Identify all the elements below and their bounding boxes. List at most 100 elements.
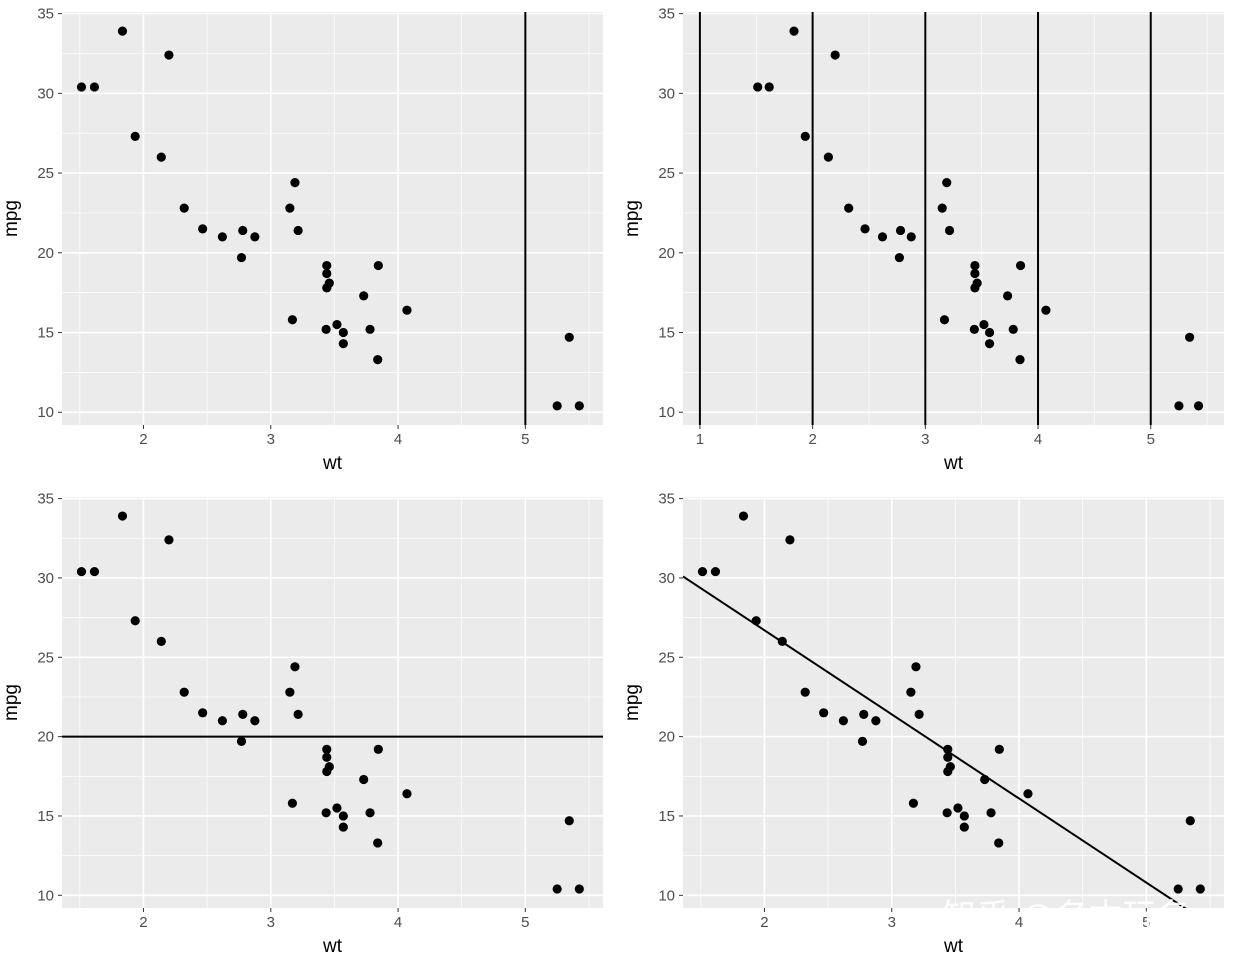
data-point bbox=[764, 82, 774, 92]
x-tick-label: 5 bbox=[1147, 431, 1155, 448]
y-tick-label: 20 bbox=[37, 245, 54, 262]
x-axis-title: wt bbox=[943, 936, 964, 957]
y-tick-label: 10 bbox=[37, 887, 54, 904]
data-point bbox=[76, 82, 87, 92]
y-tick-label: 30 bbox=[658, 85, 675, 102]
data-point bbox=[322, 752, 332, 762]
data-point bbox=[290, 178, 300, 188]
data-point bbox=[89, 82, 100, 92]
y-tick-label: 25 bbox=[37, 165, 54, 182]
y-tick-label: 30 bbox=[37, 570, 54, 587]
data-point bbox=[1185, 332, 1195, 342]
data-point bbox=[322, 766, 332, 777]
x-tick-label: 3 bbox=[267, 914, 275, 931]
data-point bbox=[365, 324, 375, 334]
data-point bbox=[789, 26, 799, 36]
data-point bbox=[156, 636, 166, 647]
y-tick-label: 35 bbox=[37, 491, 54, 508]
data-point bbox=[970, 283, 980, 293]
data-point bbox=[322, 283, 332, 293]
data-point bbox=[338, 339, 348, 349]
x-tick-label: 5 bbox=[521, 914, 529, 931]
panel-background bbox=[62, 12, 603, 425]
x-axis-title: wt bbox=[943, 453, 964, 474]
data-point bbox=[970, 268, 980, 279]
data-point bbox=[164, 535, 174, 545]
data-point bbox=[942, 808, 952, 818]
data-point bbox=[321, 808, 331, 818]
data-point bbox=[238, 709, 248, 720]
data-point bbox=[984, 339, 995, 349]
reference-lines bbox=[683, 575, 1187, 908]
data-point bbox=[338, 811, 348, 821]
data-point bbox=[860, 224, 870, 234]
y-tick-label: 35 bbox=[37, 6, 54, 23]
x-axis-title: wt bbox=[322, 453, 343, 474]
data-point bbox=[287, 315, 298, 325]
y-tick-label: 35 bbox=[658, 6, 675, 23]
data-point bbox=[984, 327, 995, 338]
data-point bbox=[1023, 789, 1033, 799]
data-point bbox=[290, 662, 300, 672]
data-point bbox=[994, 744, 1004, 754]
data-point bbox=[250, 232, 260, 242]
data-point bbox=[800, 131, 810, 141]
data-point bbox=[402, 789, 412, 799]
data-point bbox=[1041, 305, 1051, 315]
data-point bbox=[552, 401, 562, 411]
data-point bbox=[1015, 355, 1025, 365]
data-point bbox=[373, 355, 383, 365]
data-point bbox=[937, 203, 947, 213]
data-point bbox=[894, 252, 905, 263]
data-point bbox=[838, 716, 848, 726]
data-point bbox=[877, 232, 888, 242]
panel-3: 2 3 4 5 10 15 20 25 30 35 wt mpg bbox=[1, 491, 603, 957]
data-point bbox=[959, 811, 969, 821]
x-tick-label: 4 bbox=[394, 914, 402, 931]
data-point bbox=[753, 82, 763, 92]
data-point bbox=[76, 566, 87, 577]
x-tick-label: 2 bbox=[760, 914, 768, 931]
data-point bbox=[1015, 260, 1026, 271]
scatter-points bbox=[753, 26, 1204, 411]
y-tick-label: 30 bbox=[658, 570, 675, 587]
data-point bbox=[198, 224, 208, 234]
y-tick-label: 25 bbox=[658, 165, 675, 182]
data-point bbox=[857, 736, 868, 746]
scatter-points bbox=[76, 26, 584, 411]
data-point bbox=[939, 315, 950, 325]
y-tick-label: 20 bbox=[658, 729, 675, 746]
data-point bbox=[800, 687, 810, 697]
data-point bbox=[574, 401, 584, 411]
data-point bbox=[217, 232, 227, 242]
data-point bbox=[338, 327, 348, 338]
data-point bbox=[1185, 816, 1195, 826]
data-point bbox=[217, 716, 227, 726]
data-point bbox=[285, 203, 295, 213]
data-point bbox=[238, 225, 248, 236]
y-tick-label: 10 bbox=[658, 404, 675, 421]
data-point bbox=[1193, 401, 1204, 411]
data-point bbox=[179, 203, 189, 213]
data-point bbox=[574, 884, 584, 894]
data-point bbox=[871, 716, 881, 726]
data-point bbox=[994, 838, 1004, 848]
data-point bbox=[373, 838, 383, 848]
data-point bbox=[970, 260, 980, 271]
data-point bbox=[373, 744, 383, 754]
x-tick-label: 3 bbox=[921, 431, 929, 448]
y-tick-label: 30 bbox=[37, 85, 54, 102]
data-point bbox=[823, 152, 833, 162]
y-axis-title: mpg bbox=[622, 200, 643, 237]
data-point bbox=[819, 708, 829, 718]
x-tick-label: 3 bbox=[267, 431, 275, 448]
y-axis-title: mpg bbox=[1, 684, 22, 721]
data-point bbox=[236, 252, 247, 263]
data-point bbox=[943, 744, 953, 754]
data-point bbox=[156, 152, 166, 162]
data-point bbox=[911, 662, 921, 672]
data-point bbox=[1174, 401, 1184, 411]
data-point bbox=[785, 535, 795, 545]
data-point bbox=[1003, 291, 1013, 301]
